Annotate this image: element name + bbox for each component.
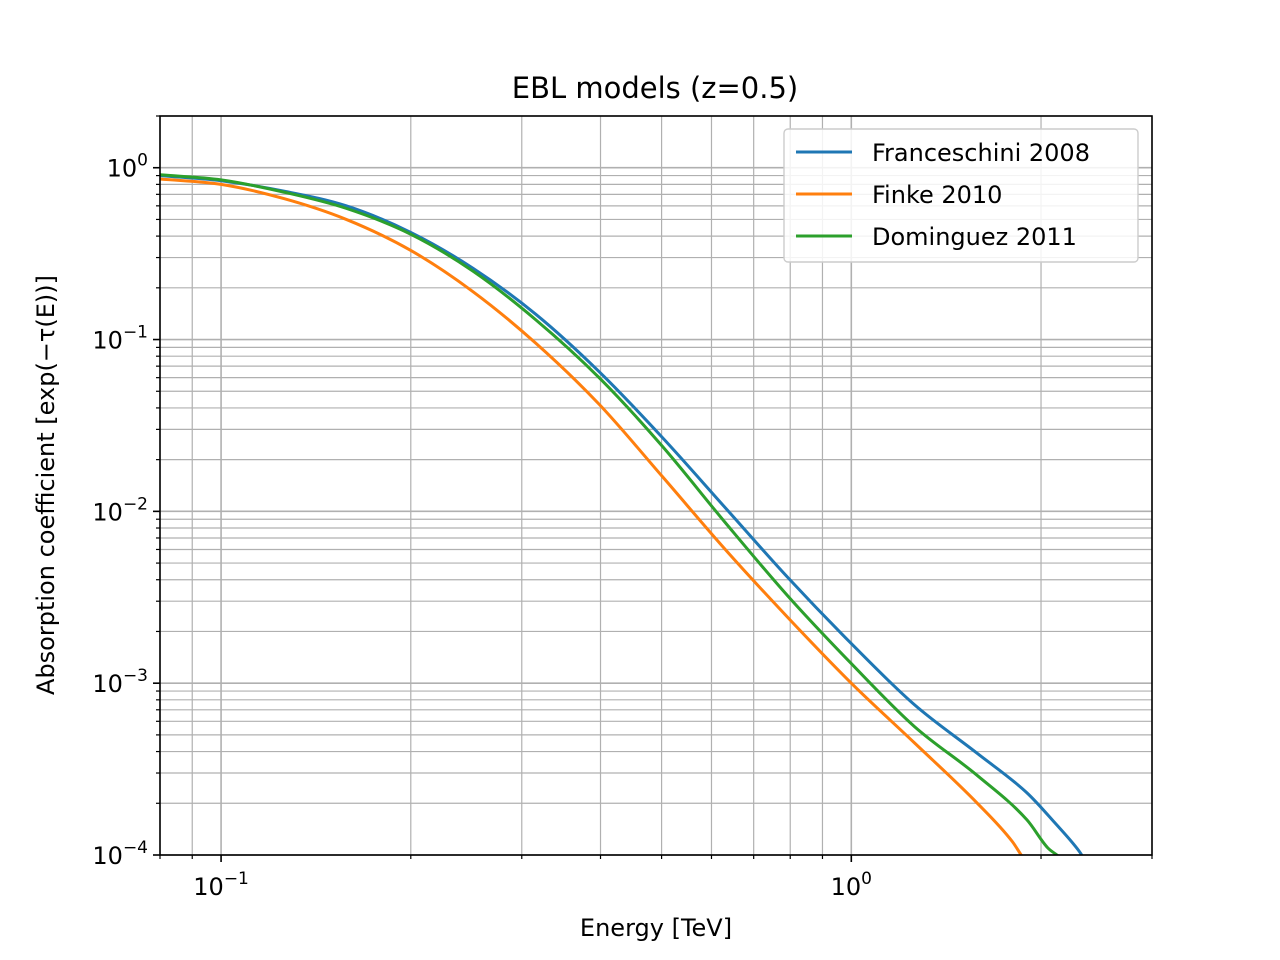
- x-tick-label: 10−1: [193, 869, 249, 901]
- legend-box: [783, 128, 1139, 263]
- plot-series: [160, 173, 1084, 855]
- y-tick-label: 10−2: [92, 494, 148, 526]
- axis-ticks: [153, 115, 1153, 862]
- series-line-finke-2010: [160, 177, 1023, 855]
- x-tick-label: 100: [831, 869, 872, 901]
- y-tick-label: 100: [107, 151, 148, 183]
- plot-frame: [159, 115, 1153, 856]
- x-axis-label: Energy [TeV]: [580, 914, 732, 942]
- series-line-franceschini-2008: [160, 174, 1084, 855]
- y-tick-label: 10−1: [92, 323, 148, 355]
- legend-label-franceschini-2008: Franceschini 2008: [872, 139, 1090, 167]
- legend: Franceschini 2008 Finke 2010 Dominguez 201…: [783, 128, 1139, 263]
- legend-label-finke-2010: Finke 2010: [872, 181, 1002, 209]
- legend-label-dominguez-2011: Dominguez 2011: [872, 223, 1077, 251]
- y-tick-label: 10−3: [92, 666, 148, 698]
- chart-title: EBL models (z=0.5): [512, 71, 799, 105]
- axis-tick-labels: 10−1 100 100 10−1 10−2 10−3 10−4: [92, 151, 872, 901]
- y-tick-label: 10−4: [92, 838, 148, 870]
- y-axis-label: Absorption coefficient [exp(−τ(E))]: [32, 275, 60, 695]
- series-line-dominguez-2011: [160, 173, 1060, 855]
